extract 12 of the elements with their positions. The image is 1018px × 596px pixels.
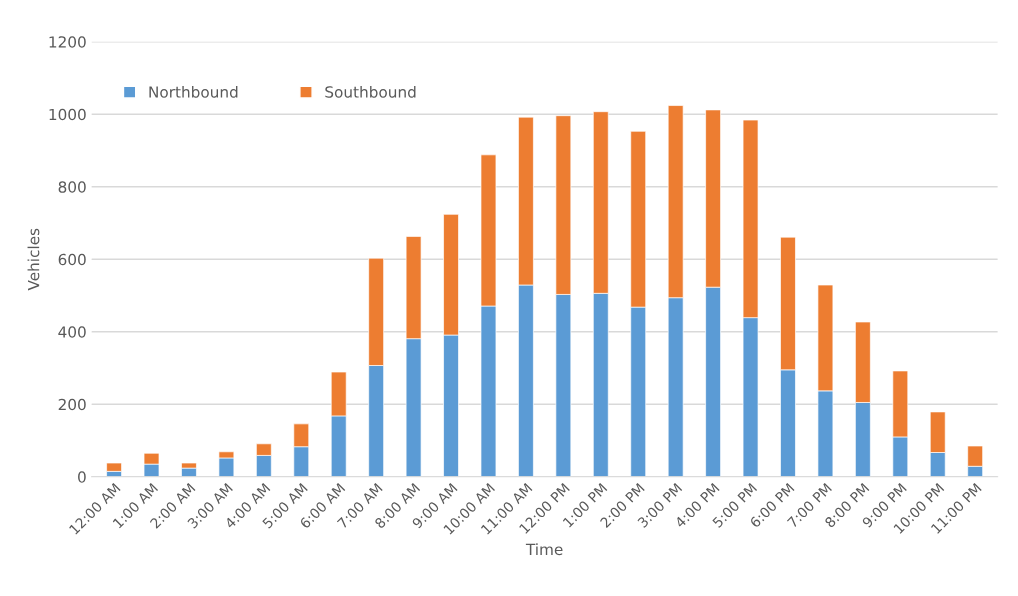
bar <box>106 462 122 472</box>
y-tick-label: 200 <box>58 398 86 411</box>
legend-label: Southbound <box>325 85 416 98</box>
y-axis-title: Vehicles <box>27 228 40 291</box>
x-axis-title: Time <box>525 543 563 556</box>
y-tick-label: 0 <box>78 471 86 483</box>
y-tick-label: 800 <box>58 181 86 193</box>
y-tick-label: 600 <box>58 253 86 266</box>
legend-label: Northbound <box>149 85 238 98</box>
y-tick-label: 1200 <box>49 36 86 48</box>
y-tick-label: 1000 <box>49 108 86 121</box>
y-tick-label: 400 <box>58 326 86 338</box>
